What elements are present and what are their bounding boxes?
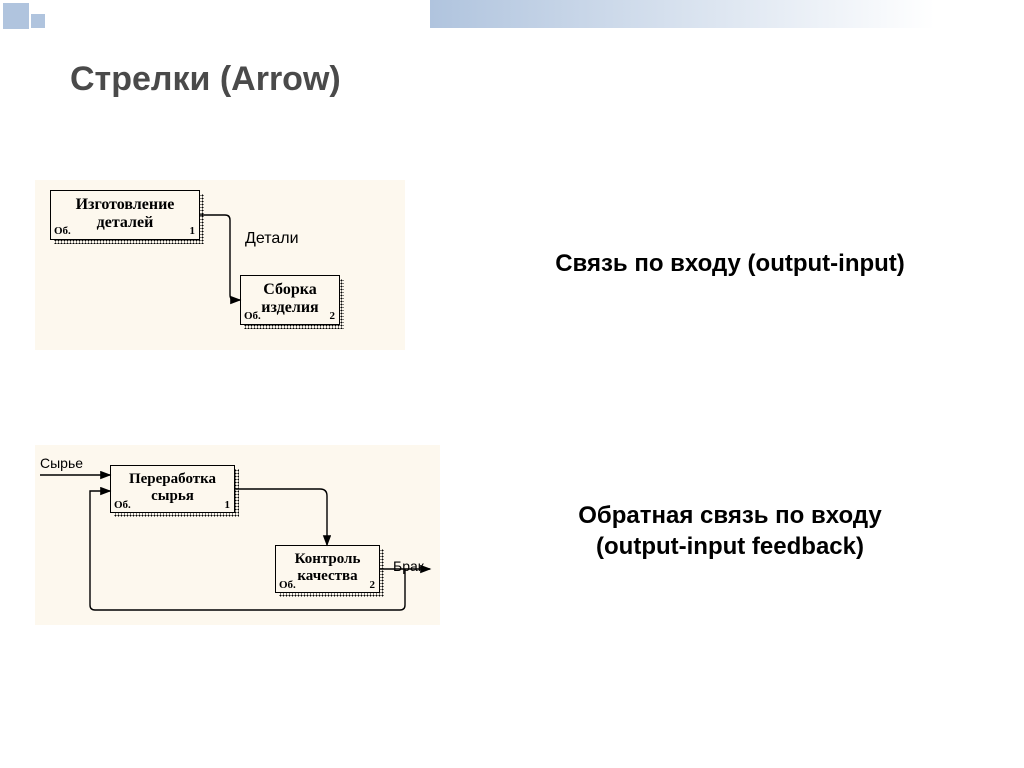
corner-block-small [31, 14, 45, 28]
corner-block-large [3, 3, 29, 29]
caption-output-input: Связь по входу (output-input) [460, 250, 1000, 278]
caption-line: Связь по входу (output-input) [555, 250, 905, 277]
arrow-label-details: Детали [245, 230, 299, 248]
diagram-output-input: Изготовление деталей Об. 1 Сборка издели… [35, 180, 405, 350]
slide-title: Стрелки (Arrow) [70, 60, 341, 99]
arrows-feedback [35, 445, 440, 625]
caption-line: (output-input feedback) [596, 533, 864, 560]
caption-output-input-feedback: Обратная связь по входу (output-input fe… [460, 500, 1000, 562]
header-gradient [430, 0, 1024, 28]
caption-line: Обратная связь по входу [578, 502, 881, 529]
diagram-feedback: Сырье Переработка сырья Об. 1 Контроль к… [35, 445, 440, 625]
arrow-output-to-input [35, 180, 405, 350]
